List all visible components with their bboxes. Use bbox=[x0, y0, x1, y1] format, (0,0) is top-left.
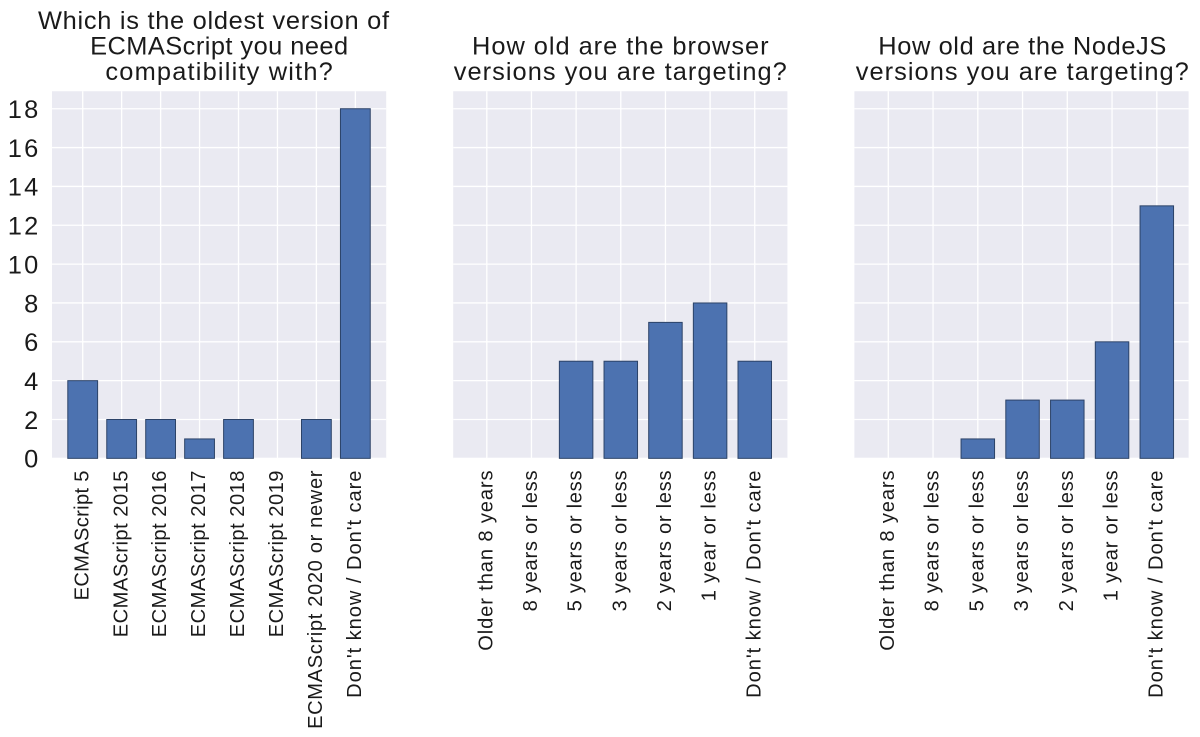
svg-text:ECMAScript 2018: ECMAScript 2018 bbox=[227, 471, 249, 638]
svg-text:1 year or less: 1 year or less bbox=[1101, 471, 1123, 602]
svg-text:4: 4 bbox=[24, 368, 38, 396]
svg-text:2: 2 bbox=[24, 407, 38, 435]
svg-text:versions you are targeting?: versions you are targeting? bbox=[856, 58, 1189, 86]
svg-text:0: 0 bbox=[24, 446, 38, 474]
svg-text:How old are the browser: How old are the browser bbox=[472, 32, 769, 60]
svg-text:Don't know / Don't care: Don't know / Don't care bbox=[1145, 471, 1167, 698]
svg-text:ECMAScript 2015: ECMAScript 2015 bbox=[110, 471, 132, 638]
svg-text:ECMAScript 5: ECMAScript 5 bbox=[71, 471, 93, 601]
svg-text:8: 8 bbox=[24, 290, 38, 318]
svg-text:ECMAScript you need: ECMAScript you need bbox=[90, 32, 348, 60]
svg-text:Older than 8 years: Older than 8 years bbox=[877, 471, 899, 651]
svg-text:5 years or less: 5 years or less bbox=[966, 471, 988, 612]
svg-text:ECMAScript 2020 or newer: ECMAScript 2020 or newer bbox=[305, 470, 327, 729]
svg-text:How old are the NodeJS: How old are the NodeJS bbox=[878, 32, 1166, 60]
svg-text:6: 6 bbox=[24, 329, 38, 357]
svg-text:3 years or less: 3 years or less bbox=[609, 471, 631, 612]
svg-text:8 years or less: 8 years or less bbox=[520, 471, 542, 612]
svg-text:8 years or less: 8 years or less bbox=[922, 471, 944, 612]
svg-text:Which is the oldest version of: Which is the oldest version of bbox=[38, 7, 390, 35]
svg-text:compatibility with?: compatibility with? bbox=[105, 58, 332, 86]
svg-text:Older than 8 years: Older than 8 years bbox=[475, 471, 497, 651]
svg-text:2 years or less: 2 years or less bbox=[654, 471, 676, 612]
svg-text:ECMAScript 2019: ECMAScript 2019 bbox=[266, 471, 288, 638]
svg-text:Don't know / Don't care: Don't know / Don't care bbox=[743, 471, 765, 698]
svg-text:1 year or less: 1 year or less bbox=[699, 471, 721, 602]
svg-text:2 years or less: 2 years or less bbox=[1056, 471, 1078, 612]
svg-text:ECMAScript 2016: ECMAScript 2016 bbox=[149, 471, 171, 638]
svg-text:5 years or less: 5 years or less bbox=[565, 471, 587, 612]
svg-text:Don't know / Don't care: Don't know / Don't care bbox=[344, 471, 366, 698]
svg-text:ECMAScript 2017: ECMAScript 2017 bbox=[188, 471, 210, 638]
svg-text:versions you are targeting?: versions you are targeting? bbox=[454, 58, 787, 86]
svg-text:3 years or less: 3 years or less bbox=[1011, 471, 1033, 612]
